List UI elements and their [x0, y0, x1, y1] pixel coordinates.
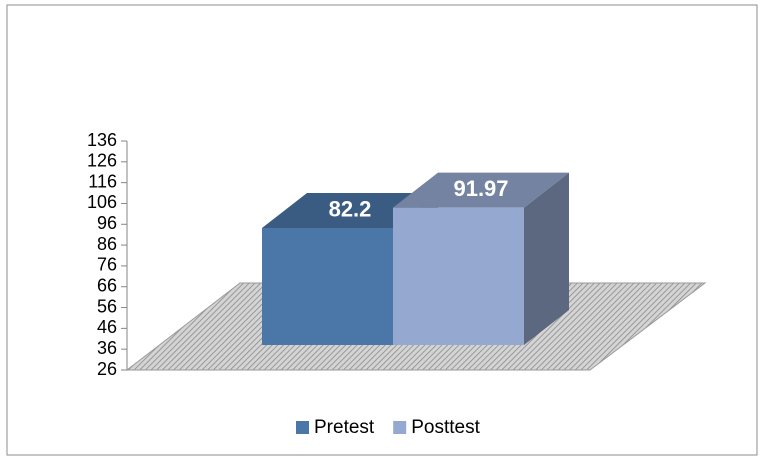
y-tick-label: 76: [97, 255, 117, 275]
legend-label: Posttest: [411, 417, 480, 438]
value-label: 91.97: [453, 176, 508, 201]
y-tick-label: 86: [97, 234, 117, 254]
y-tick-label: 96: [97, 213, 117, 233]
bar-side: [524, 172, 569, 345]
legend-swatch: [296, 421, 309, 434]
y-tick-label: 126: [87, 151, 117, 171]
legend: Pretest Posttest: [296, 417, 481, 438]
y-tick-label: 26: [97, 359, 117, 379]
y-tick-label: 66: [97, 275, 117, 295]
bar: [262, 228, 393, 345]
legend-label: Pretest: [314, 417, 375, 438]
y-tick-label: 106: [87, 192, 117, 212]
y-tick-label: 46: [97, 317, 117, 337]
bar: [393, 207, 524, 345]
bar-top: [393, 172, 569, 208]
value-label: 82.2: [329, 196, 372, 221]
y-tick-label: 56: [97, 296, 117, 316]
y-tick-label: 116: [88, 171, 117, 191]
y-tick-label: 136: [87, 130, 117, 150]
legend-swatch: [393, 421, 407, 434]
y-tick-label: 36: [97, 338, 117, 358]
